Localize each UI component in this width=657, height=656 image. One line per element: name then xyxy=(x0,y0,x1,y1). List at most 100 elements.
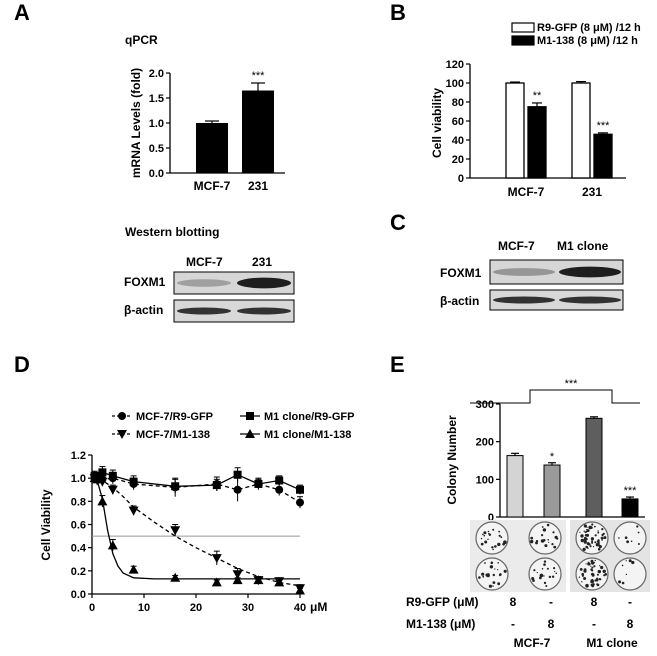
colony-dot xyxy=(583,524,588,528)
dose-point xyxy=(170,526,181,536)
colony-dot xyxy=(581,581,583,583)
wb-a-bands xyxy=(177,277,291,315)
dose-response-chart: 0.0 0.2 0.4 0.6 0.8 1.0 1.2 0 10 20 30 40 μM Cell Via… xyxy=(39,411,354,614)
m1138-lane-2: 8 xyxy=(548,617,555,631)
dose-x-tick-label: 40 xyxy=(294,602,306,614)
colony-y-tick-label: 300 xyxy=(476,399,494,411)
dose-x-tick-label: 10 xyxy=(138,602,150,614)
colony-dot xyxy=(542,539,546,542)
colony-dot xyxy=(584,534,588,537)
dose-y-tick-label: 0.4 xyxy=(71,543,87,555)
colony-dot xyxy=(594,541,597,544)
dose-point xyxy=(296,485,304,494)
colony-dot xyxy=(546,567,549,570)
wb-a-lane-231: 231 xyxy=(252,255,272,269)
colony-dot xyxy=(598,545,602,549)
colony-dot xyxy=(543,563,546,566)
colony-dot xyxy=(487,538,489,540)
colony-dot xyxy=(500,536,503,539)
colony-significance: *** xyxy=(624,485,638,497)
colony-dot xyxy=(492,581,496,584)
viability-y-tick-label: 0 xyxy=(458,173,464,185)
colony-dot xyxy=(594,534,597,537)
colony-dot xyxy=(530,539,534,544)
colony-dot xyxy=(541,526,544,528)
wb-a-foxm1-band xyxy=(237,277,291,289)
colony-dot xyxy=(503,540,507,544)
colony-dot xyxy=(480,542,484,546)
qpcr-x-tick-label: MCF-7 xyxy=(194,179,231,193)
colony-dot xyxy=(497,582,501,586)
dose-point xyxy=(107,485,118,495)
qpcr-y-label: mRNA Levels (fold) xyxy=(129,68,143,178)
colony-dot xyxy=(621,581,625,585)
colony-dot xyxy=(543,575,545,577)
viability-y-tick-label: 100 xyxy=(446,78,464,90)
qpcr-y-tick-label: 0.0 xyxy=(149,168,164,180)
colony-dot xyxy=(626,540,629,544)
wb-a-foxm1-strip xyxy=(173,271,295,295)
colony-dot xyxy=(494,545,497,548)
dose-point xyxy=(97,496,108,506)
qpcr-chart: 0.0 0.5 1.0 1.5 2.0 mRNA Levels (fold) MCF-7 **… xyxy=(129,68,285,193)
colony-plates xyxy=(475,521,647,591)
viability-legend-label: R9-GFP (8 μM) /12 h xyxy=(537,22,641,34)
dose-x-tick-label: 30 xyxy=(242,602,254,614)
western-blot-a xyxy=(173,271,295,323)
colony-dot xyxy=(618,580,622,584)
dose-y-tick-label: 0.6 xyxy=(71,520,86,532)
qpcr-bar-MCF-7 xyxy=(196,123,228,173)
viability-x-tick-label: 231 xyxy=(582,185,602,199)
dose-legend-label: MCF-7/M1-138 xyxy=(136,429,210,441)
m1138-lane-3: - xyxy=(592,617,596,631)
colony-plate xyxy=(528,557,562,591)
colony-y-tick-label: 0 xyxy=(488,512,494,524)
r9gfp-lane-4: - xyxy=(628,595,632,609)
wb-a-foxm1-band xyxy=(177,279,231,287)
colony-dot xyxy=(482,533,484,536)
western-blot-c xyxy=(489,259,624,311)
viability-bar xyxy=(527,106,547,179)
dose-point xyxy=(275,485,284,494)
colony-bar xyxy=(621,498,639,518)
colony-dot xyxy=(483,534,486,537)
panel-b-letter: B xyxy=(390,0,406,25)
colony-dot xyxy=(601,528,604,531)
panel-c-letter: C xyxy=(390,210,406,235)
colony-dot xyxy=(594,579,597,582)
colony-dot xyxy=(597,530,599,532)
colony-dot xyxy=(628,559,632,563)
colony-dot xyxy=(578,576,581,578)
colony-plate-images xyxy=(470,520,650,592)
colony-dot xyxy=(533,569,536,572)
wb-c-lane-mcf7: MCF-7 xyxy=(498,239,535,253)
colony-dot xyxy=(494,568,496,570)
colony-dot xyxy=(587,547,589,549)
colony-dot xyxy=(586,526,588,528)
colony-dot xyxy=(579,568,583,571)
dose-point xyxy=(98,468,107,477)
colony-dot xyxy=(546,523,550,527)
colony-dot xyxy=(590,559,594,563)
dose-point xyxy=(128,506,139,516)
colony-dot xyxy=(624,536,628,539)
colony-y-tick-label: 100 xyxy=(476,474,494,486)
wb-c-actin-band xyxy=(559,296,621,304)
colony-dot xyxy=(596,583,599,586)
colony-dot xyxy=(597,569,601,574)
dose-legend-marker xyxy=(118,412,126,420)
colony-dot xyxy=(492,528,495,531)
viability-significance: *** xyxy=(597,120,611,132)
colony-dot xyxy=(625,560,627,562)
viability-y-tick-label: 20 xyxy=(452,154,464,166)
colony-dot xyxy=(602,532,605,535)
dose-line-3 xyxy=(91,477,300,580)
colony-dot xyxy=(599,578,601,581)
colony-dot xyxy=(487,530,490,533)
qpcr-y-tick-label: 1.5 xyxy=(149,93,164,105)
colony-dot xyxy=(545,585,548,587)
colony-dot xyxy=(544,544,548,548)
colony-dot xyxy=(591,523,594,526)
